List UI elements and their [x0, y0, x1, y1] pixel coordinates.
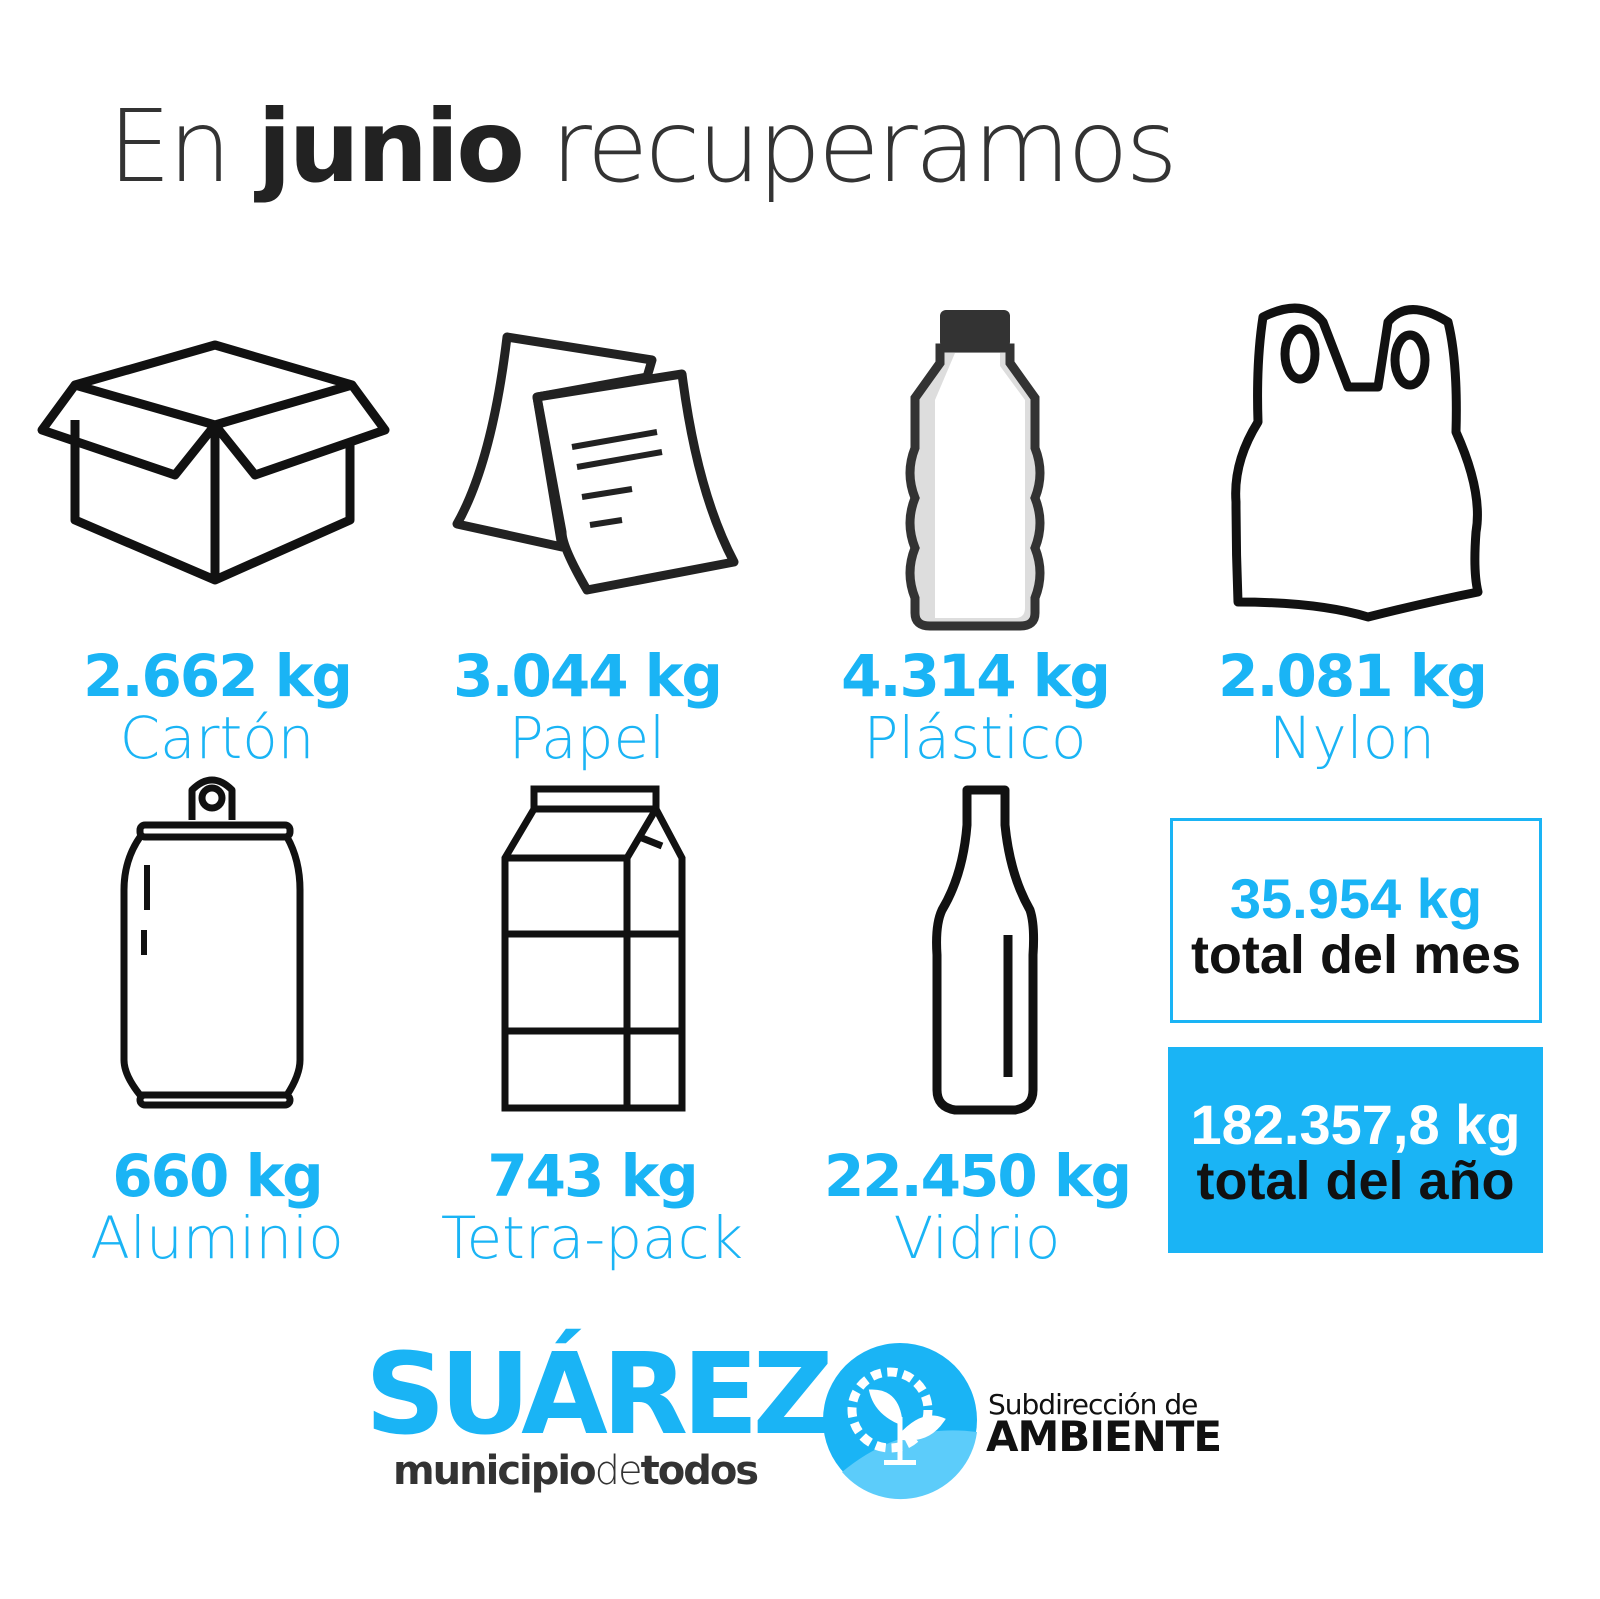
- plastic-bag-icon: [1228, 302, 1488, 627]
- plastic-bottle-icon: [905, 308, 1045, 633]
- total-month-box: 35.954 kg total del mes: [1170, 818, 1542, 1023]
- carton-pack-icon: [501, 785, 687, 1114]
- material-vidrio: 22.450 kg Vidrio: [823, 1142, 1132, 1272]
- tagline: municipiodetodos: [393, 1448, 759, 1494]
- ambiente-logo-icon: [822, 1342, 978, 1500]
- material-carton: 2.662 kg Cartón: [83, 642, 353, 772]
- material-tetrapack: 743 kg Tetra-pack: [440, 1142, 744, 1272]
- suarez-logo: SUÁREZ: [365, 1330, 834, 1460]
- material-nylon: 2.081 kg Nylon: [1218, 642, 1488, 772]
- material-papel: 3.044 kg Papel: [453, 642, 723, 772]
- material-plastico: 4.314 kg Plástico: [841, 642, 1111, 772]
- page-title: En junio recuperamos: [108, 88, 1178, 205]
- can-icon: [120, 770, 307, 1110]
- dept-name: AMBIENTE: [986, 1412, 1222, 1461]
- paper-icon: [452, 332, 742, 597]
- cardboard-box-icon: [37, 340, 390, 590]
- material-aluminio: 660 kg Aluminio: [90, 1142, 344, 1272]
- total-year-box: 182.357,8 kg total del año: [1168, 1047, 1543, 1253]
- month: junio: [257, 88, 525, 205]
- glass-bottle-icon: [930, 785, 1040, 1115]
- dept-subtitle: Subdirección de: [988, 1388, 1198, 1421]
